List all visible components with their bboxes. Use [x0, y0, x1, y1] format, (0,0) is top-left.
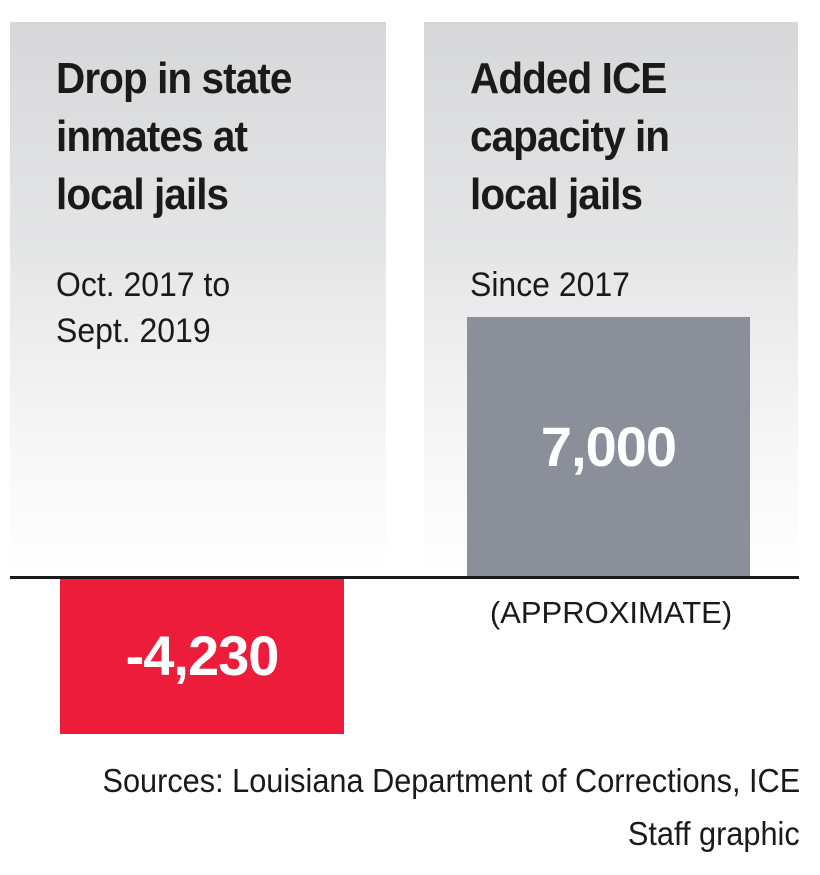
panel-title-inmates: Drop in state inmates at local jails	[56, 50, 292, 224]
title-line: local jails	[56, 170, 229, 219]
zero-baseline	[10, 576, 799, 579]
title-line: Added ICE	[470, 54, 667, 103]
panel-subtitle-inmates: Oct. 2017 to Sept. 2019	[56, 262, 230, 354]
title-line: inmates at	[56, 112, 248, 161]
bar-value-label: 7,000	[540, 415, 677, 479]
approximate-note: (APPROXIMATE)	[489, 595, 733, 630]
subtitle-line: Since 2017	[470, 266, 630, 304]
panel-title-ice: Added ICE capacity in local jails	[470, 50, 670, 224]
panel-subtitle-ice: Since 2017	[470, 262, 630, 308]
staff-credit: Staff graphic	[628, 815, 800, 852]
subtitle-line: Sept. 2019	[56, 312, 211, 350]
sources-text: Sources: Louisiana Department of Correct…	[102, 762, 800, 799]
title-line: capacity in	[470, 112, 670, 161]
panel-inmates-drop: Drop in state inmates at local jails Oct…	[10, 22, 386, 577]
subtitle-line: Oct. 2017 to	[56, 266, 231, 304]
bar-ice-capacity: 7,000	[467, 316, 750, 577]
bar-value-label: -4,230	[125, 624, 280, 688]
title-line: Drop in state	[56, 54, 292, 103]
title-line: local jails	[470, 170, 643, 219]
bar-inmates-drop: -4,230	[60, 577, 344, 735]
